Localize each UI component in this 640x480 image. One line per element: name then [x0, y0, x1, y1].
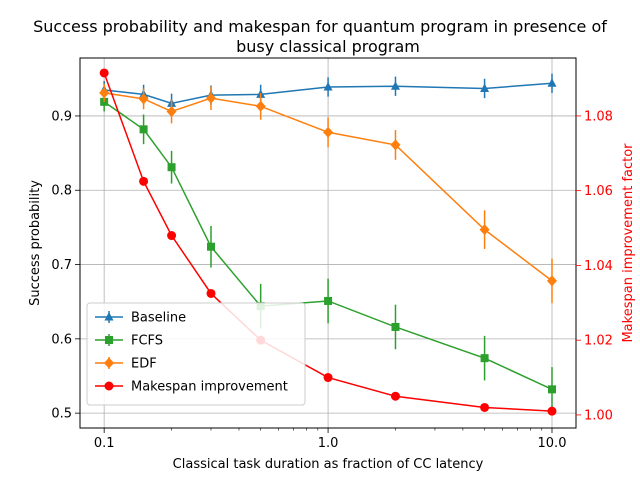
x-axis-ticks: 0.1 1.0 10.0 — [94, 428, 567, 451]
data-point-fcfs — [547, 385, 556, 394]
series-edf — [99, 84, 557, 304]
legend-marker-fcfs — [105, 336, 113, 344]
data-point-fcfs — [480, 354, 489, 363]
y-right-tick-label: 1.00 — [584, 408, 613, 423]
data-point-baseline — [323, 81, 333, 91]
y-left-tick-label: 0.5 — [51, 407, 72, 422]
legend-label-fcfs: FCFS — [131, 334, 163, 349]
y-axis-right-label: Makespan improvement factor — [621, 143, 636, 343]
y-axis-right-ticks: 1.00 1.02 1.04 1.06 1.08 — [576, 109, 613, 423]
data-point-makespan-improvement — [139, 176, 149, 186]
data-point-makespan-improvement — [390, 391, 400, 401]
data-point-edf — [138, 93, 149, 105]
data-point-edf — [255, 100, 266, 112]
data-point-makespan-improvement — [480, 402, 490, 412]
x-tick-label: 0.1 — [94, 436, 115, 451]
data-point-edf — [205, 92, 216, 104]
data-point-baseline — [480, 83, 490, 92]
y-left-tick-label: 0.6 — [51, 332, 72, 347]
data-point-baseline — [547, 78, 557, 87]
legend-label-makespan-improvement: Makespan improvement — [131, 380, 288, 395]
data-point-fcfs — [206, 242, 215, 251]
data-point-fcfs — [324, 296, 333, 305]
legend: Baseline FCFS EDF Makespan improvement — [86, 302, 306, 406]
y-right-tick-label: 1.02 — [584, 334, 613, 349]
y-right-tick-label: 1.08 — [584, 109, 613, 124]
y-axis-left-ticks: 0.5 0.6 0.7 0.8 0.9 — [51, 109, 80, 422]
data-point-fcfs — [391, 322, 400, 331]
data-point-edf — [546, 275, 557, 287]
y-left-tick-label: 0.8 — [51, 184, 72, 199]
y-axis-left-label: Success probability — [28, 180, 43, 306]
data-point-makespan-improvement — [99, 68, 109, 78]
data-point-makespan-improvement — [323, 373, 333, 383]
chart-title-line-2: busy classical program — [236, 37, 420, 56]
data-point-edf — [390, 139, 401, 151]
data-point-baseline — [390, 81, 400, 90]
legend-label-edf: EDF — [131, 357, 157, 372]
data-point-makespan-improvement — [547, 406, 557, 416]
data-point-fcfs — [167, 163, 176, 172]
legend-box — [86, 302, 306, 406]
data-point-edf — [166, 105, 177, 117]
data-point-makespan-improvement — [206, 288, 216, 298]
data-point-fcfs — [139, 125, 148, 134]
y-left-tick-label: 0.7 — [51, 258, 72, 273]
x-axis-label: Classical task duration as fraction of C… — [173, 457, 484, 472]
data-point-edf — [99, 87, 110, 99]
y-right-tick-label: 1.04 — [584, 259, 613, 274]
legend-marker-makespan-improvement — [104, 381, 114, 391]
legend-marker-baseline — [104, 312, 114, 321]
chart-title-line-1: Success probability and makespan for qua… — [33, 17, 607, 36]
legend-marker-edf — [104, 357, 114, 369]
y-right-tick-label: 1.06 — [584, 184, 613, 199]
data-point-edf — [323, 126, 334, 138]
x-tick-label: 10.0 — [538, 436, 567, 451]
data-point-makespan-improvement — [167, 231, 177, 241]
x-tick-label: 1.0 — [318, 436, 339, 451]
y-left-tick-label: 0.9 — [51, 109, 72, 124]
data-point-edf — [479, 224, 490, 236]
legend-label-baseline: Baseline — [131, 311, 186, 326]
